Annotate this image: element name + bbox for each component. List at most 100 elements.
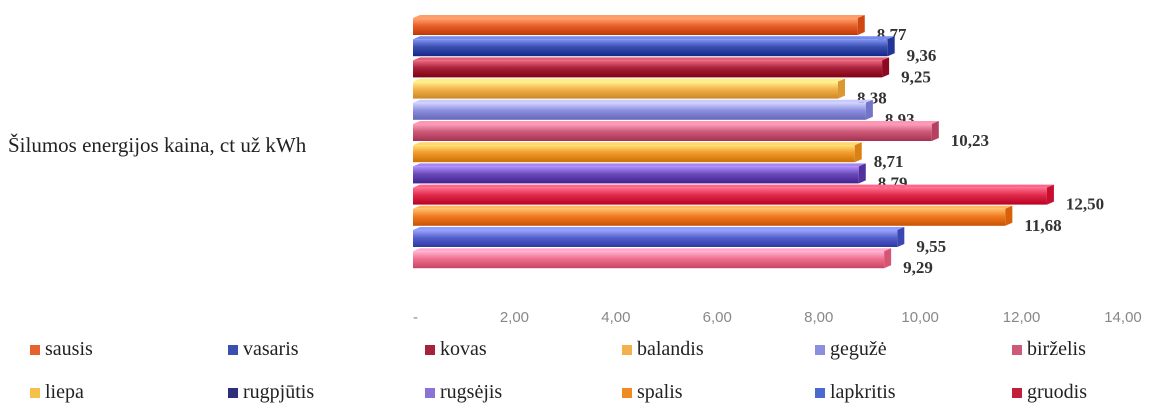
bar-rugpjūtis xyxy=(413,163,866,184)
legend-item-gruodis: gruodis xyxy=(1012,381,1087,403)
legend-label: gegužė xyxy=(830,338,887,360)
bar-gruodis xyxy=(413,248,892,269)
legend-item-rugpjūtis: rugpjūtis xyxy=(228,381,314,403)
bar-top-face xyxy=(413,99,873,103)
legend-swatch xyxy=(1012,388,1022,398)
bar-front-face xyxy=(413,208,1006,226)
bar-end-face xyxy=(931,121,939,141)
bar-top-face xyxy=(413,121,939,124)
bar-front-face xyxy=(413,124,932,141)
legend-label: birželis xyxy=(1027,338,1086,360)
bar-top-face xyxy=(413,78,845,82)
legend: sausis vasaris kovas balandis gegužė birželis… xyxy=(30,338,1087,403)
x-tick-label: 14,00 xyxy=(1104,309,1142,326)
bar-top-face xyxy=(413,227,905,230)
legend-swatch xyxy=(30,388,40,398)
bar-front-face xyxy=(413,251,885,269)
bar-top-face xyxy=(413,57,890,61)
bar-top-face xyxy=(413,142,862,146)
x-axis-ticks: - 2,00 4,00 6,00 8,00 10,00 12,00 14,00 xyxy=(413,309,1142,326)
legend-item-vasaris: vasaris xyxy=(228,338,299,360)
category-label: Šilumos energijos kaina, ct už kWh xyxy=(8,133,307,157)
bar-end-face xyxy=(887,36,895,57)
bar-gegužė xyxy=(413,99,873,120)
data-label-birželis: 10,23 xyxy=(951,131,989,150)
data-label-vasaris: 9,36 xyxy=(907,46,937,65)
bar-end-face xyxy=(882,57,890,78)
legend-label: sausis xyxy=(45,338,93,360)
legend-label: vasaris xyxy=(243,338,299,360)
legend-swatch xyxy=(425,345,435,355)
legend-label: lapkritis xyxy=(830,381,896,403)
legend-label: gruodis xyxy=(1027,381,1087,403)
bar-front-face xyxy=(413,166,859,184)
legend-item-birželis: birželis xyxy=(1012,338,1086,360)
legend-label: spalis xyxy=(637,381,683,403)
legend-item-rugsėjis: rugsėjis xyxy=(425,381,502,403)
legend-swatch xyxy=(425,388,435,398)
bar-lapkritis xyxy=(413,227,905,247)
bar-sausis xyxy=(413,15,865,35)
x-tick-label: 6,00 xyxy=(703,309,732,326)
bar-end-face xyxy=(1046,184,1054,205)
bar-top-face xyxy=(413,248,892,252)
bar-spalis xyxy=(413,205,1013,226)
legend-label: rugsėjis xyxy=(440,381,502,403)
bar-end-face xyxy=(857,15,865,35)
legend-swatch xyxy=(815,345,825,355)
legend-item-spalis: spalis xyxy=(622,381,683,403)
legend-item-sausis: sausis xyxy=(30,338,93,360)
legend-swatch xyxy=(228,388,238,398)
legend-item-lapkritis: lapkritis xyxy=(815,381,896,403)
legend-swatch xyxy=(228,345,238,355)
data-label-kovas: 9,25 xyxy=(901,67,931,86)
bar-end-face xyxy=(1005,205,1013,226)
bar-top-face xyxy=(413,15,865,18)
legend-swatch xyxy=(30,345,40,355)
bar-top-face xyxy=(413,163,866,167)
bar-balandis xyxy=(413,78,845,99)
bar-top-face xyxy=(413,205,1013,209)
legend-label: balandis xyxy=(637,338,704,360)
bar-front-face xyxy=(413,18,858,35)
bar-end-face xyxy=(897,227,905,247)
bar-front-face xyxy=(413,230,898,247)
x-tick-label: 8,00 xyxy=(804,309,833,326)
legend-swatch xyxy=(622,345,632,355)
data-label-spalis: 11,68 xyxy=(1024,216,1061,235)
bar-end-face xyxy=(865,99,873,120)
legend-item-kovas: kovas xyxy=(425,338,487,360)
bar-liepa xyxy=(413,142,862,163)
bars-group: 8,779,369,258,388,9310,238,718,7912,5011… xyxy=(413,15,1104,277)
x-tick-label: 4,00 xyxy=(601,309,630,326)
bar-end-face xyxy=(884,248,892,269)
legend-swatch xyxy=(815,388,825,398)
data-label-rugsėjis: 12,50 xyxy=(1066,195,1104,214)
legend-item-gegužė: gegužė xyxy=(815,338,887,360)
bar-top-face xyxy=(413,184,1054,188)
legend-label: liepa xyxy=(45,381,84,403)
bar-top-face xyxy=(413,36,895,40)
legend-swatch xyxy=(622,388,632,398)
bar-kovas xyxy=(413,57,890,78)
data-label-lapkritis: 9,55 xyxy=(916,237,946,256)
x-tick-label: - xyxy=(413,309,418,326)
bar-end-face xyxy=(854,142,862,163)
bar-front-face xyxy=(413,187,1047,205)
legend-item-balandis: balandis xyxy=(622,338,704,360)
x-tick-label: 10,00 xyxy=(901,309,939,326)
bar-end-face xyxy=(858,163,866,184)
bar-front-face xyxy=(413,60,883,78)
bar-birželis xyxy=(413,121,939,141)
bar-front-face xyxy=(413,145,855,163)
bar-front-face xyxy=(413,102,866,120)
bar-front-face xyxy=(413,81,838,99)
legend-item-liepa: liepa xyxy=(30,381,84,403)
legend-label: rugpjūtis xyxy=(243,381,314,403)
data-label-liepa: 8,71 xyxy=(874,152,904,171)
x-tick-label: 2,00 xyxy=(500,309,529,326)
legend-swatch xyxy=(1012,345,1022,355)
x-tick-label: 12,00 xyxy=(1003,309,1041,326)
bar-vasaris xyxy=(413,36,895,57)
